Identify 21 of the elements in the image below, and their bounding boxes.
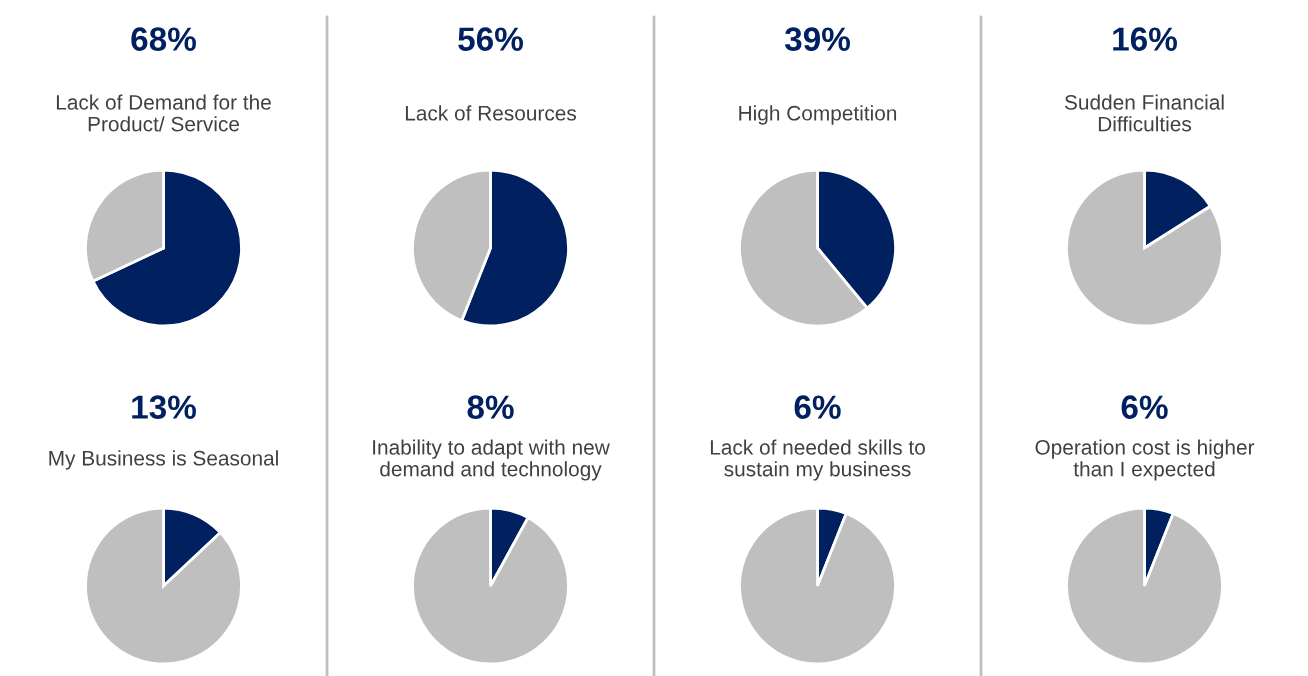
- chart-subtitle: Inability to adapt with new demand and technology: [373, 439, 610, 481]
- chart-title: 56%: [458, 27, 523, 51]
- chart-title: 16%: [1113, 27, 1177, 51]
- chart-subtitle: Lack of needed skills to sustain my business: [710, 439, 925, 481]
- chart-title: 6%: [1121, 395, 1168, 419]
- chart-subtitle: Lack of Resources: [405, 105, 577, 121]
- chart-subtitle: My Business is Seasonal: [49, 450, 278, 470]
- chart-subtitle: Sudden Financial Difficulties: [1064, 94, 1224, 132]
- pie-slice: [1065, 168, 1224, 328]
- chart-title: 39%: [784, 27, 850, 51]
- chart-subtitle: Operation cost is higher than I expected: [1035, 439, 1255, 481]
- pie-slice: [738, 506, 897, 666]
- chart-title: 6%: [794, 395, 841, 419]
- chart-title: 13%: [132, 395, 196, 419]
- chart-subtitle: High Competition: [739, 105, 897, 125]
- chart-title: 8%: [467, 395, 514, 419]
- pie-slice: [84, 506, 243, 666]
- pie-slice: [1065, 506, 1224, 666]
- chart-subtitle: Lack of Demand for the Product/ Service: [56, 94, 271, 132]
- chart-title: 68%: [131, 27, 196, 51]
- pie-slice: [411, 506, 570, 666]
